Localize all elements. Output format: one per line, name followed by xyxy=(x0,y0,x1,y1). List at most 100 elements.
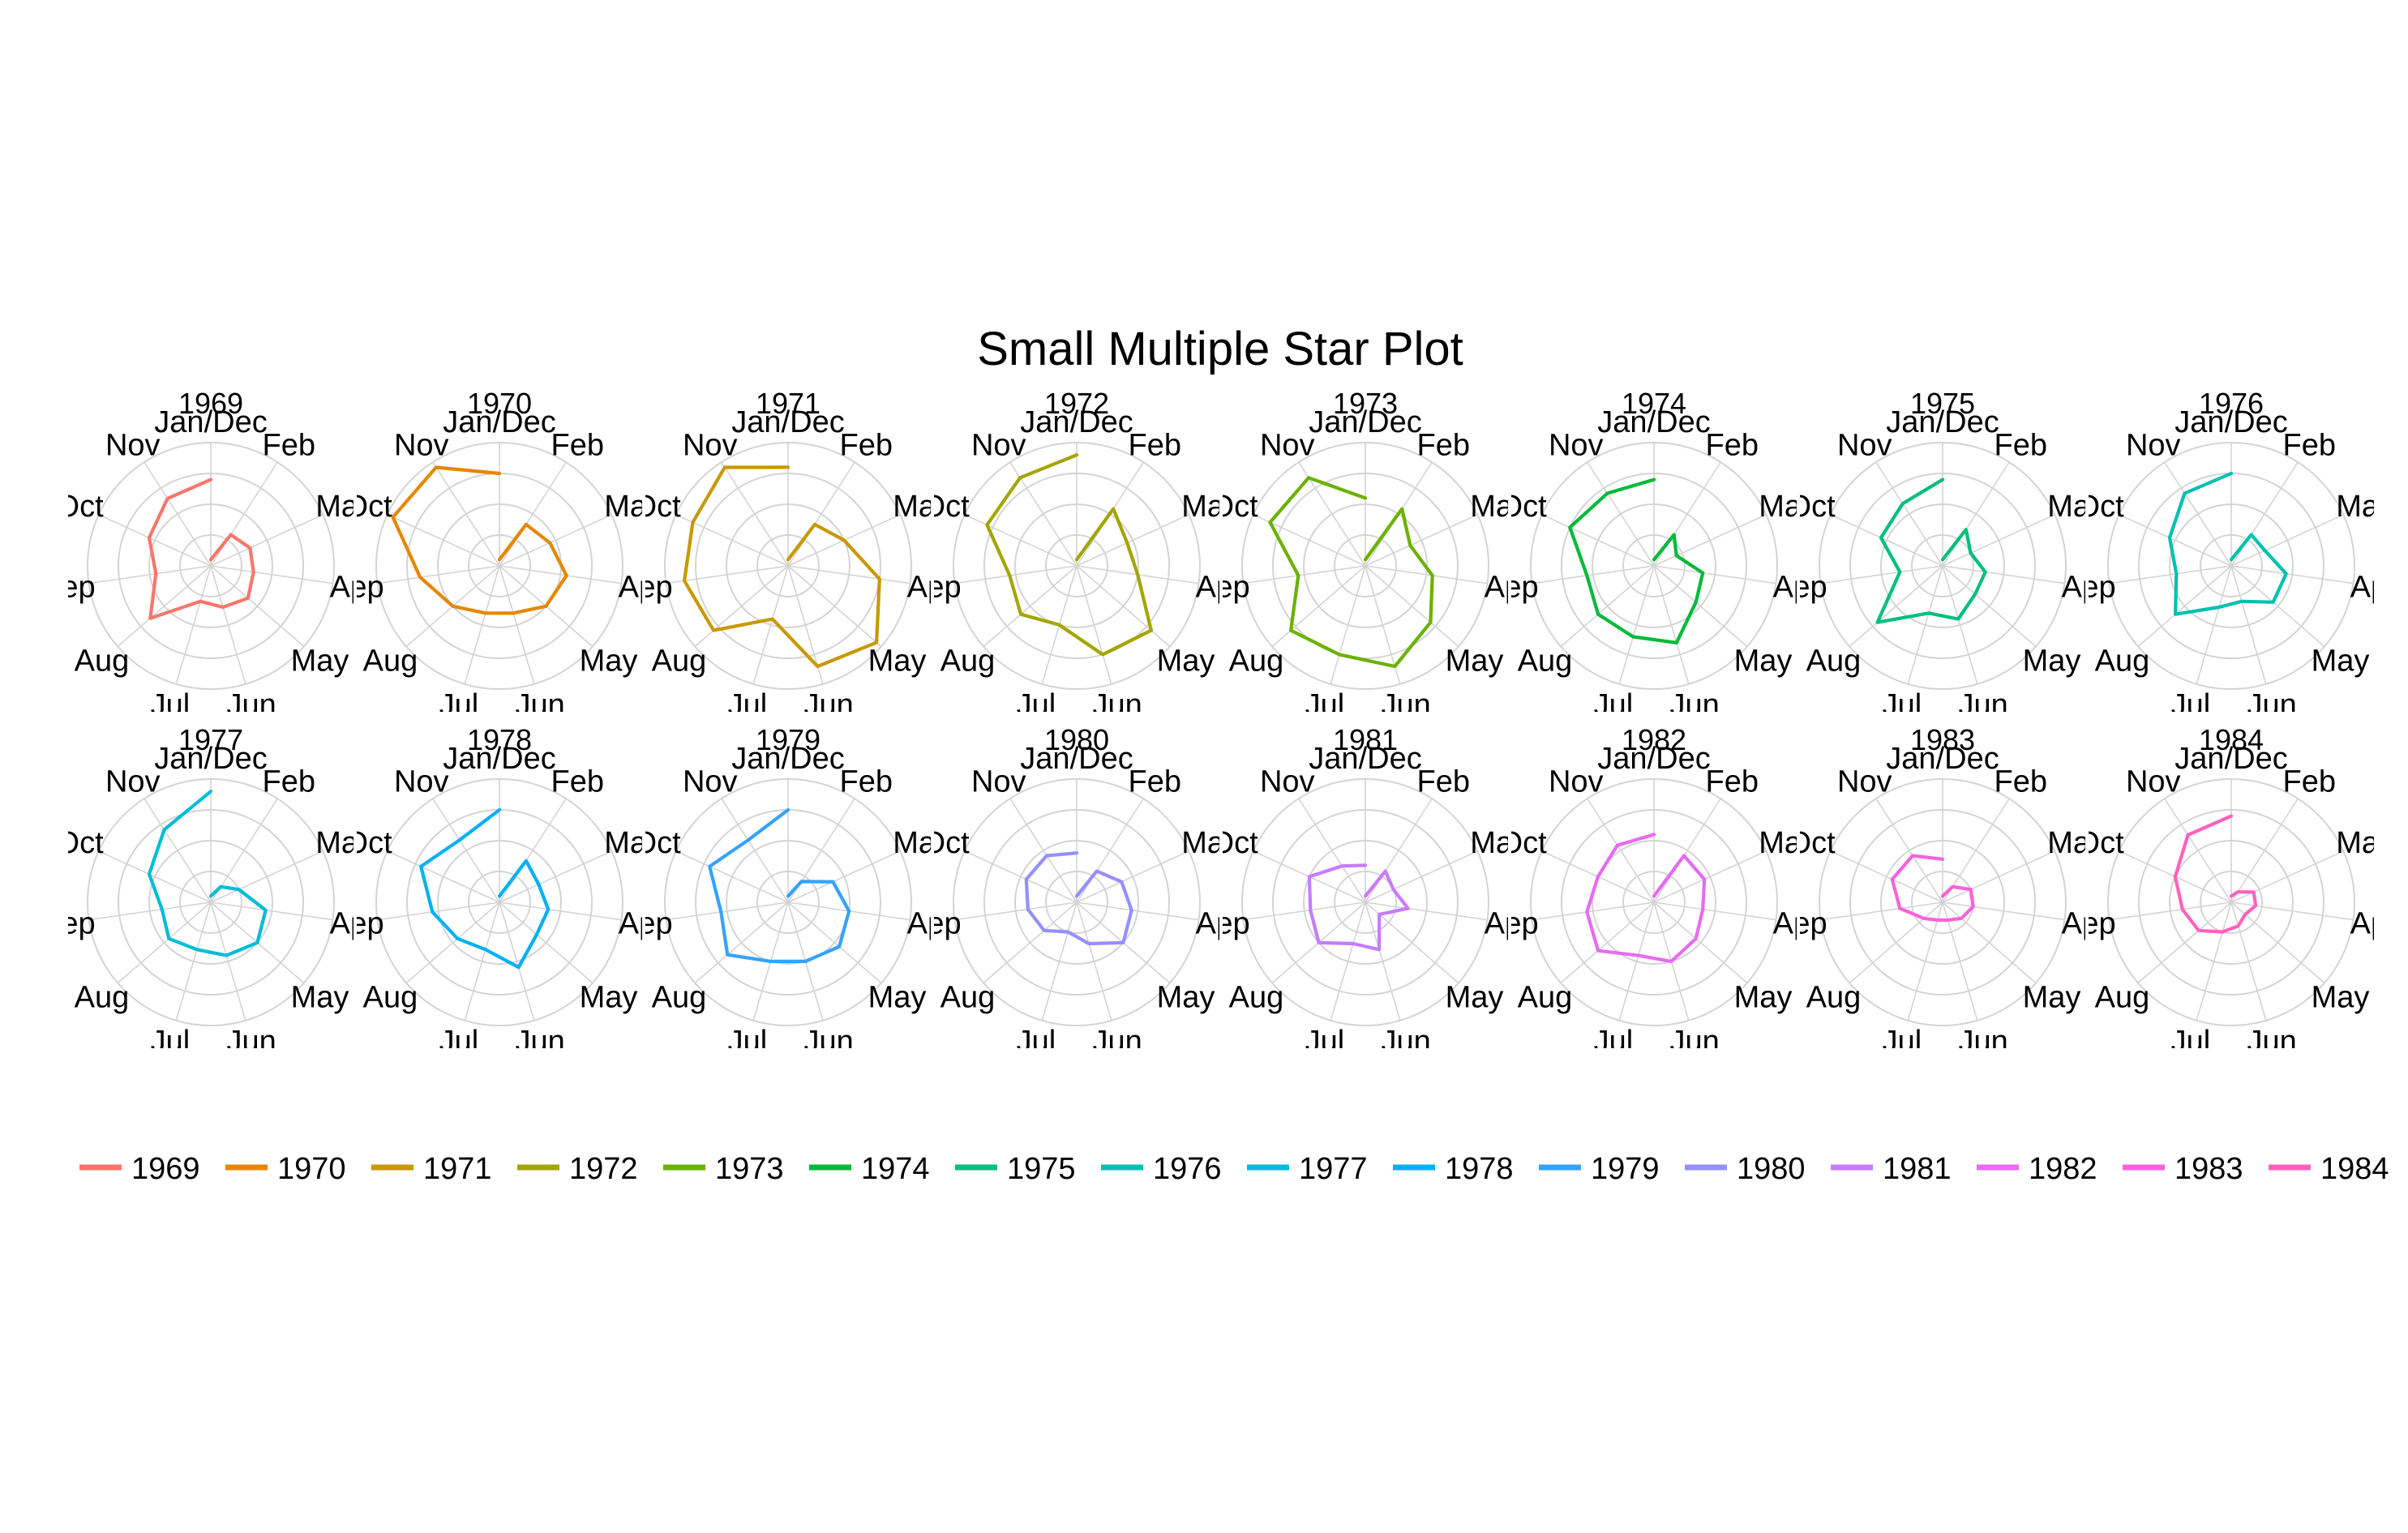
theta-tick-label: Nov xyxy=(1260,764,1315,799)
theta-tick-label: Oct xyxy=(56,490,105,524)
theta-tick-label: Apr xyxy=(2350,570,2398,604)
theta-tick-label: Jun xyxy=(2247,688,2297,722)
theta-tick-label: Sep xyxy=(906,570,962,604)
grid-spoke xyxy=(144,461,212,567)
theta-tick-label: Mar xyxy=(893,490,946,524)
theta-tick-label: Oct xyxy=(633,826,682,860)
theta-tick-label: Aug xyxy=(1806,644,1862,679)
series-line-1970 xyxy=(391,465,568,615)
grid-spoke xyxy=(2230,565,2267,685)
theta-tick-label: May xyxy=(1157,644,1215,679)
series-line-1980 xyxy=(1024,851,1133,946)
theta-tick-label: Jan/Dec xyxy=(1020,742,1133,776)
theta-tick-label: Apr xyxy=(1485,570,1532,604)
grid-spoke xyxy=(721,798,789,903)
grid-spoke xyxy=(787,901,882,984)
grid-spoke xyxy=(1076,901,1199,921)
theta-tick-label: Jan/Dec xyxy=(1597,405,1710,439)
grid-spoke xyxy=(1009,798,1078,903)
grid-spoke xyxy=(1653,461,1721,567)
grid-spoke xyxy=(1907,901,1943,1021)
theta-tick-label: Nov xyxy=(1837,428,1892,462)
theta-tick-label: Sep xyxy=(329,570,384,604)
theta-tick-label: Nov xyxy=(2126,764,2181,799)
theta-tick-label: Nov xyxy=(2126,428,2181,462)
theta-tick-label: Sep xyxy=(1195,906,1250,940)
grid-spoke xyxy=(1243,901,1366,921)
grid-spoke xyxy=(499,901,622,921)
panel-title: 1975 xyxy=(1910,387,1975,420)
grid-spoke xyxy=(1830,850,1943,903)
legend-label: 1980 xyxy=(1737,1152,1806,1186)
grid-spoke xyxy=(1942,565,1978,685)
theta-tick-label: Aug xyxy=(1229,981,1284,1015)
theta-tick-label: Feb xyxy=(1128,428,1180,462)
legend-label: 1975 xyxy=(1007,1152,1076,1186)
grid-spoke xyxy=(1560,565,1655,648)
grid-spoke xyxy=(499,461,567,567)
theta-tick-label: Sep xyxy=(41,906,96,940)
theta-tick-label: Feb xyxy=(1994,764,2046,799)
grid-spoke xyxy=(1365,901,1401,1021)
grid-spoke xyxy=(387,514,500,567)
grid-spoke xyxy=(210,565,333,585)
theta-tick-label: Mar xyxy=(2047,826,2101,860)
panel-title: 1980 xyxy=(1044,723,1109,756)
grid-spoke xyxy=(377,901,500,921)
grid-spoke xyxy=(1532,565,1655,585)
grid-spoke xyxy=(1076,565,1171,648)
grid-spoke xyxy=(1330,565,1366,685)
theta-tick-label: Oct xyxy=(633,490,682,524)
theta-tick-label: Jan/Dec xyxy=(443,405,555,439)
theta-tick-label: Mar xyxy=(315,826,369,860)
grid-spoke xyxy=(752,565,789,685)
theta-tick-label: Mar xyxy=(1181,490,1235,524)
theta-tick-label: Apr xyxy=(2350,906,2398,940)
theta-tick-label: May xyxy=(1157,981,1215,1015)
grid-spoke xyxy=(2230,461,2299,567)
grid-spoke xyxy=(88,901,212,921)
grid-spoke xyxy=(954,901,1078,921)
grid-spoke xyxy=(1076,565,1112,685)
grid-spoke xyxy=(2164,461,2232,567)
theta-tick-label: Apr xyxy=(1773,906,1821,940)
legend-item-1983: 1983 xyxy=(2123,1152,2243,1186)
theta-tick-label: Sep xyxy=(618,570,673,604)
theta-tick-label: Jun xyxy=(1670,1025,1720,1059)
grid-spoke xyxy=(1875,798,1943,903)
grid-spoke xyxy=(694,565,789,648)
grid-spoke xyxy=(1009,461,1078,567)
theta-tick-label: Apr xyxy=(330,570,378,604)
grid-spoke xyxy=(210,565,246,685)
theta-tick-label: Jan/Dec xyxy=(1597,742,1710,776)
grid-spoke xyxy=(1942,901,2037,984)
grid-spoke xyxy=(1330,901,1366,1021)
panel-title: 1974 xyxy=(1622,387,1686,420)
theta-tick-label: Oct xyxy=(1499,490,1548,524)
series-line-1979 xyxy=(708,807,851,963)
grid-spoke xyxy=(1243,565,1366,585)
theta-tick-label: Feb xyxy=(1416,428,1469,462)
grid-spoke xyxy=(1942,565,2065,585)
theta-tick-label: Jun xyxy=(2247,1025,2297,1059)
grid-spoke xyxy=(1942,461,2010,567)
theta-tick-label: Jan/Dec xyxy=(1886,742,1999,776)
theta-tick-label: Mar xyxy=(893,826,946,860)
theta-tick-label: Aug xyxy=(75,644,130,679)
theta-tick-label: Oct xyxy=(345,826,393,860)
grid-spoke xyxy=(2230,514,2344,567)
grid-spoke xyxy=(464,565,500,685)
theta-tick-label: Jun xyxy=(1093,688,1142,722)
grid-spoke xyxy=(1875,461,1943,567)
series-line-1976 xyxy=(2167,471,2288,616)
grid-spoke xyxy=(432,798,500,903)
theta-tick-label: Jan/Dec xyxy=(1309,405,1421,439)
theta-tick-label: Jan/Dec xyxy=(154,405,267,439)
theta-tick-label: Oct xyxy=(1210,826,1259,860)
